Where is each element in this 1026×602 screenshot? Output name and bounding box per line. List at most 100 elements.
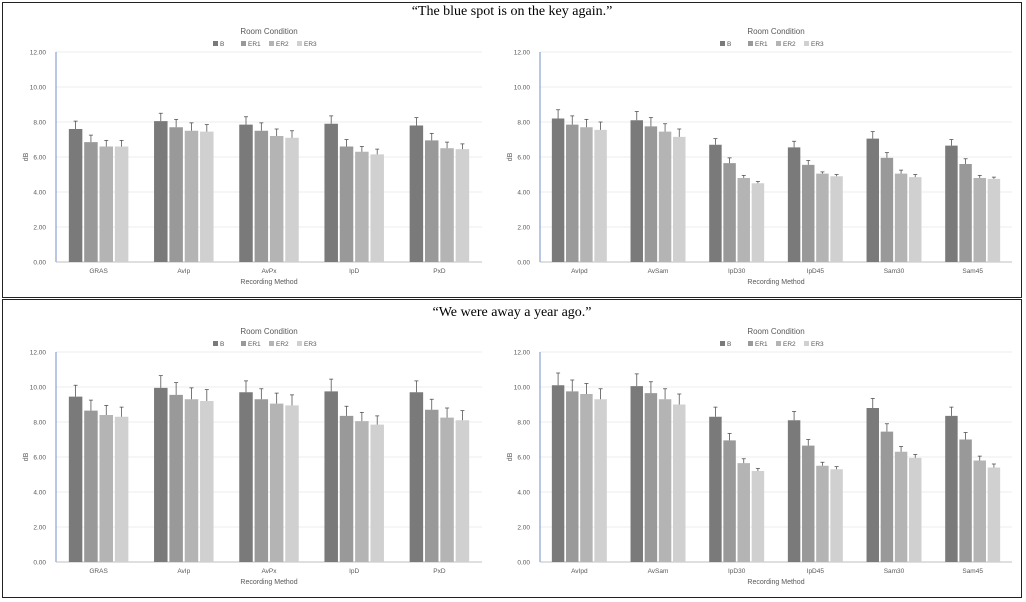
chart-title: Room Condition	[240, 27, 297, 36]
bar-b-sam30	[866, 408, 879, 562]
x-axis-label: Recording Method	[240, 279, 297, 286]
bar-b-avpx	[239, 392, 253, 562]
bar-er1-avipd	[566, 124, 579, 262]
y-axis-label: dB	[507, 452, 514, 461]
legend-label-b: B	[220, 341, 224, 348]
bar-er3-ipd45	[830, 469, 843, 562]
legend-label-er3: ER3	[304, 341, 317, 348]
x-tick-label: PxD	[433, 568, 446, 575]
y-tick-label: 2.00	[517, 225, 530, 232]
x-tick-label: IpD45	[807, 268, 825, 275]
x-tick-label: AvIp	[177, 568, 190, 575]
y-tick-label: 10.00	[514, 385, 531, 392]
y-tick-label: 0.00	[517, 560, 530, 567]
bar-er2-sam30	[894, 173, 908, 262]
chart-title: Room Condition	[747, 27, 804, 36]
bar-er2-ipd30	[737, 463, 750, 562]
y-tick-label: 12.00	[30, 50, 47, 57]
bar-er2-avip	[184, 130, 199, 262]
x-tick-label: AvSam	[648, 268, 669, 275]
x-axis-label: Recording Method	[747, 279, 804, 286]
y-tick-label: 10.00	[30, 385, 47, 392]
bar-er1-gras	[84, 410, 98, 562]
x-tick-label: IpD30	[728, 568, 746, 575]
bar-er2-gras	[99, 415, 114, 562]
y-tick-label: 2.00	[517, 525, 530, 532]
bar-b-ipd30	[709, 416, 722, 562]
legend-swatch-er1	[748, 41, 753, 46]
x-tick-label: GRAS	[89, 268, 108, 275]
x-tick-label: AvIpd	[571, 568, 588, 575]
bar-er1-gras	[84, 142, 98, 262]
legend-label-b: B	[727, 41, 731, 48]
y-tick-label: 6.00	[33, 155, 46, 162]
y-tick-label: 8.00	[517, 420, 530, 427]
quote-top: “The blue spot is on the key again.”	[411, 4, 613, 19]
bar-er3-avip	[200, 131, 214, 262]
bar-er1-avip	[169, 127, 183, 262]
bar-er1-sam45	[959, 164, 972, 262]
bar-er3-ipd30	[751, 183, 765, 262]
x-tick-label: AvIpd	[571, 268, 588, 275]
bar-er1-sam30	[880, 431, 894, 562]
panel-top: “The blue spot is on the key again.”	[2, 2, 1022, 298]
y-tick-label: 0.00	[517, 260, 530, 267]
bar-b-gras	[68, 129, 83, 262]
legend-label-b: B	[727, 341, 731, 348]
legend-swatch-er2	[269, 41, 274, 46]
bar-er3-pxd	[455, 149, 470, 262]
bar-b-avsam	[630, 386, 643, 562]
bar-b-avip	[154, 387, 168, 562]
y-axis-label: dB	[23, 152, 30, 161]
bar-er3-avpx	[285, 137, 299, 262]
y-tick-label: 4.00	[517, 490, 530, 497]
legend-label-er2: ER2	[783, 41, 796, 48]
bar-er3-avip	[200, 401, 214, 562]
bar-er1-ipd30	[723, 440, 736, 562]
legend-label-er3: ER3	[304, 41, 317, 48]
bar-er3-ipd30	[751, 471, 765, 562]
bar-er3-ipd	[370, 154, 384, 262]
bar-er2-avsam	[658, 399, 672, 562]
bar-er3-sam45	[987, 178, 1001, 262]
chart-title: Room Condition	[240, 327, 297, 336]
x-tick-label: IpD30	[728, 268, 746, 275]
x-tick-label: AvSam	[648, 568, 669, 575]
legend-label-er1: ER1	[755, 41, 768, 48]
x-tick-label: Sam45	[962, 268, 983, 275]
legend-swatch-er2	[269, 341, 274, 346]
bar-er1-ipd45	[802, 445, 815, 562]
legend-swatch-b	[720, 341, 725, 346]
bar-er1-sam30	[880, 157, 894, 262]
y-tick-label: 10.00	[514, 85, 531, 92]
bar-er1-avip	[169, 394, 183, 562]
bar-b-avipd	[551, 385, 565, 562]
bar-er3-ipd	[370, 424, 384, 562]
bar-er3-avpx	[285, 405, 299, 562]
bar-b-ipd45	[787, 420, 801, 562]
bar-er2-pxd	[440, 417, 454, 562]
bar-er3-sam30	[909, 457, 922, 562]
x-tick-label: IpD45	[807, 568, 825, 575]
bar-er2-avipd	[580, 127, 593, 262]
legend-label-er1: ER1	[755, 341, 768, 348]
y-tick-label: 12.00	[514, 350, 531, 357]
x-tick-label: Sam30	[884, 268, 905, 275]
legend-label-er2: ER2	[276, 341, 289, 348]
y-tick-label: 10.00	[30, 85, 47, 92]
bar-er2-ipd30	[737, 178, 750, 262]
bar-b-pxd	[409, 125, 424, 262]
bar-b-avip	[154, 121, 168, 262]
bar-er2-ipd45	[816, 465, 829, 562]
bar-er1-avsam	[644, 126, 658, 262]
x-axis-label: Recording Method	[747, 579, 804, 586]
legend-swatch-er1	[241, 41, 246, 46]
legend-swatch-er1	[748, 341, 753, 346]
bar-er1-ipd	[339, 415, 354, 562]
bar-er2-avpx	[269, 403, 284, 562]
y-tick-label: 4.00	[517, 190, 530, 197]
bar-er2-pxd	[440, 148, 454, 262]
bar-er3-gras	[114, 416, 129, 562]
chart-title: Room Condition	[747, 327, 804, 336]
y-tick-label: 8.00	[33, 120, 46, 127]
